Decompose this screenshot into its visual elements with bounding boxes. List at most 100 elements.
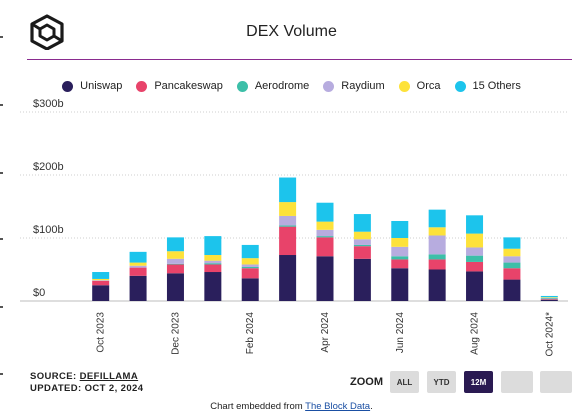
edge-tick: [0, 36, 3, 38]
legend-item[interactable]: Orca: [398, 80, 441, 92]
bar-segment: [241, 244, 259, 259]
bar-segment: [428, 235, 446, 255]
bar-segment: [466, 261, 484, 272]
bar-segment: [279, 202, 297, 216]
zoom-extra-button[interactable]: [501, 371, 533, 393]
bar-segment: [166, 251, 184, 259]
x-tick-label: Apr 2024: [320, 312, 331, 353]
bar-segment: [503, 256, 521, 263]
zoom-ytd-button[interactable]: YTD: [427, 371, 456, 393]
bar-segment: [129, 251, 147, 263]
bar-segment: [391, 238, 409, 247]
updated-date: UPDATED: OCT 2, 2024: [30, 383, 144, 394]
bar-segment: [279, 255, 297, 301]
bar-segment: [391, 256, 409, 260]
bar-segment: [353, 214, 371, 232]
bar-segment: [540, 298, 558, 300]
bar-segment: [503, 237, 521, 249]
bar-segment: [466, 255, 484, 262]
source-link[interactable]: DEFILLAMA: [79, 371, 139, 382]
bar-segment: [204, 263, 222, 265]
bar-segment: [353, 231, 371, 240]
bar-segment: [316, 229, 334, 237]
legend-swatch: [398, 80, 410, 92]
bar-segment: [353, 246, 371, 259]
bar-segment: [391, 259, 409, 269]
bar-segment: [279, 215, 297, 226]
legend-item[interactable]: Raydium: [323, 80, 385, 92]
bar-segment: [92, 285, 110, 301]
bar-segment: [129, 262, 147, 266]
bar-segment: [391, 268, 409, 301]
bar-segment: [166, 263, 184, 265]
bar-segment: [241, 266, 259, 269]
bar-segment: [204, 236, 222, 256]
bar-segment: [353, 239, 371, 245]
chart-legend: Uniswap Pancakeswap Aerodrome Raydium Orca 15…: [0, 80, 583, 92]
bar-segment: [503, 279, 521, 301]
bar-segment: [391, 220, 409, 238]
bar-segment: [166, 237, 184, 252]
bar-segment: [129, 275, 147, 301]
zoom-12m-button[interactable]: 12M: [464, 371, 493, 393]
bar-segment: [466, 271, 484, 301]
bar-segment: [241, 278, 259, 301]
embed-text: Chart embedded from: [210, 401, 306, 412]
legend-label: Raydium: [341, 80, 385, 92]
bar-segment: [204, 260, 222, 264]
bar-segment: [428, 259, 446, 270]
legend-label: 15 Others: [472, 80, 521, 92]
legend-label: Aerodrome: [254, 80, 310, 92]
bar-segment: [92, 272, 110, 279]
bar-segment: [540, 297, 558, 298]
bar-segment: [353, 244, 371, 247]
bar-segment: [316, 236, 334, 238]
zoom-label: ZOOM: [350, 376, 383, 388]
bar-segment: [129, 265, 147, 268]
bar-segment: [92, 278, 110, 281]
edge-tick: [0, 172, 3, 174]
embed-end: .: [370, 401, 373, 412]
y-tick-label: $300b: [33, 98, 64, 110]
bar-segment: [166, 264, 184, 274]
legend-swatch: [62, 80, 74, 92]
x-tick-label: Oct 2023: [96, 312, 107, 353]
bar-segment: [540, 299, 558, 301]
source-prefix: SOURCE:: [30, 371, 80, 382]
title-divider: [27, 59, 572, 60]
bar-segment: [466, 215, 484, 234]
legend-label: Pancakeswap: [154, 80, 223, 92]
bar-segment: [428, 254, 446, 260]
legend-item[interactable]: Pancakeswap: [136, 80, 223, 92]
legend-item[interactable]: Aerodrome: [236, 80, 310, 92]
legend-swatch: [236, 80, 248, 92]
legend-label: Uniswap: [80, 80, 123, 92]
bar-segment: [540, 297, 558, 299]
legend-item[interactable]: Uniswap: [62, 80, 122, 92]
bar-segment: [391, 246, 409, 257]
bar-segment: [503, 268, 521, 280]
the-block-data-link[interactable]: The Block Data: [305, 401, 371, 412]
bar-segment: [316, 256, 334, 301]
y-tick-label: $0: [33, 287, 45, 299]
bar-segment: [204, 264, 222, 273]
embed-credit: Chart embedded from The Block Data.: [0, 401, 583, 412]
bar-segment: [204, 255, 222, 261]
x-tick-label: Dec 2023: [170, 312, 181, 355]
bar-segment: [241, 268, 259, 279]
zoom-all-button[interactable]: ALL: [390, 371, 419, 393]
edge-tick: [0, 104, 3, 106]
bar-segment: [279, 177, 297, 203]
x-tick-label: Feb 2024: [245, 312, 256, 355]
zoom-extra-button[interactable]: [540, 371, 572, 393]
bar-segment: [466, 247, 484, 256]
the-block-logo-icon: [30, 14, 64, 50]
edge-tick: [0, 373, 3, 375]
legend-swatch: [323, 80, 335, 92]
x-tick-label: Aug 2024: [470, 312, 481, 355]
legend-item[interactable]: 15 Others: [454, 80, 521, 92]
source-line: SOURCE: DEFILLAMA: [30, 371, 138, 382]
bar-segment: [353, 258, 371, 301]
bar-segment: [466, 233, 484, 248]
bar-segment: [316, 221, 334, 230]
